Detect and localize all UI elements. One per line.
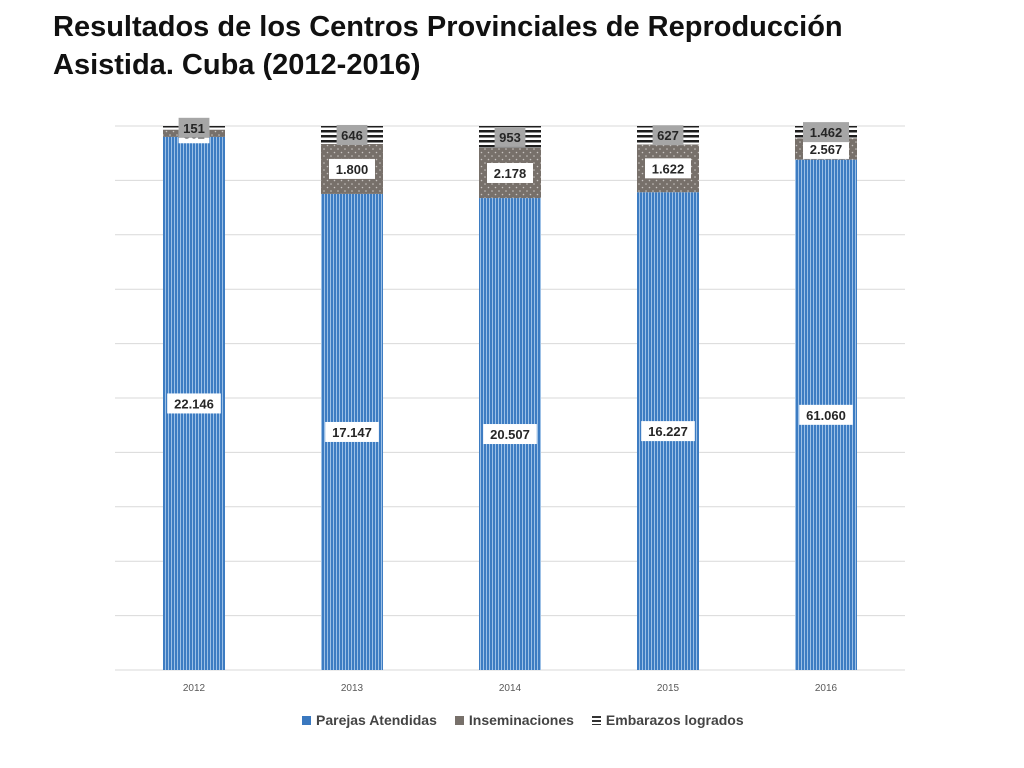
data-label-box [167,393,221,414]
x-tick-label: 2012 [183,683,206,694]
data-label-text: 646 [341,128,363,143]
data-label-text: 1.622 [652,161,685,176]
legend-item-embarazos[interactable]: Embarazos logrados [591,712,744,728]
data-label-box [803,122,849,143]
data-label-text: 1.800 [336,162,369,177]
data-label-text: 953 [499,130,521,145]
data-labels: 22.14630215117.1471.80064620.5072.178953… [167,117,853,445]
x-tick-label: 2013 [341,683,364,694]
legend: Parejas Atendidas Inseminaciones Embaraz… [302,710,744,730]
page-title: Resultados de los Centros Provinciales d… [53,8,1013,84]
data-label-inseminaciones-2014: 2.178 [487,162,533,183]
data-label-text: 2.178 [494,166,527,181]
data-label-box [494,126,526,147]
data-label-box [645,158,691,179]
x-tick-label: 2015 [657,683,680,694]
data-label-inseminaciones-2016: 2.567 [803,138,849,159]
legend-label-embarazos: Embarazos logrados [605,712,744,728]
legend-item-inseminaciones[interactable]: Inseminaciones [454,712,574,728]
data-label-parejas-2012: 22.146 [167,393,221,414]
data-label-text: 17.147 [332,425,372,440]
data-label-box [336,124,368,145]
legend-label-inseminaciones: Inseminaciones [468,712,574,728]
x-axis: 2012 2013 2014 2015 2016 [183,683,838,694]
data-label-embarazos-2016: 1.462 [803,122,849,143]
data-label-box [652,125,684,146]
page-title-line-2: Asistida. Cuba (2012-2016) [53,49,421,81]
legend-swatch-inseminaciones [454,715,464,725]
data-label-embarazos-2014: 953 [494,126,526,147]
data-label-parejas-2014: 20.507 [483,424,537,445]
x-tick-label: 2014 [499,683,522,694]
x-tick-label: 2016 [815,683,838,694]
data-label-text: 16.227 [648,424,688,439]
data-label-box [487,162,533,183]
data-label-text: 151 [183,121,205,136]
page-title-line-1: Resultados de los Centros Provinciales d… [53,11,843,43]
data-label-box [641,421,695,442]
legend-swatch-embarazos [591,715,601,725]
data-label-box [325,421,379,442]
data-label-inseminaciones-2013: 1.800 [329,158,375,179]
data-label-text: 2.567 [810,142,843,157]
data-label-embarazos-2012: 151 [178,117,210,138]
data-label-box [178,117,210,138]
data-label-box [799,404,853,425]
data-label-text: 22.146 [174,396,214,411]
legend-item-parejas[interactable]: Parejas Atendidas [302,712,437,728]
data-label-text: 20.507 [490,427,530,442]
data-label-parejas-2015: 16.227 [641,421,695,442]
data-label-inseminaciones-2015: 1.622 [645,158,691,179]
data-label-embarazos-2013: 646 [336,124,368,145]
data-label-box [329,158,375,179]
data-label-parejas-2013: 17.147 [325,421,379,442]
data-label-parejas-2016: 61.060 [799,404,853,425]
legend-label-parejas: Parejas Atendidas [316,712,437,728]
data-label-embarazos-2015: 627 [652,125,684,146]
legend-swatch-parejas [302,715,311,725]
data-label-text: 61.060 [806,408,846,423]
data-label-box [803,138,849,159]
data-label-text: 627 [657,128,679,143]
data-label-text: 1.462 [810,125,843,140]
data-label-box [483,424,537,445]
